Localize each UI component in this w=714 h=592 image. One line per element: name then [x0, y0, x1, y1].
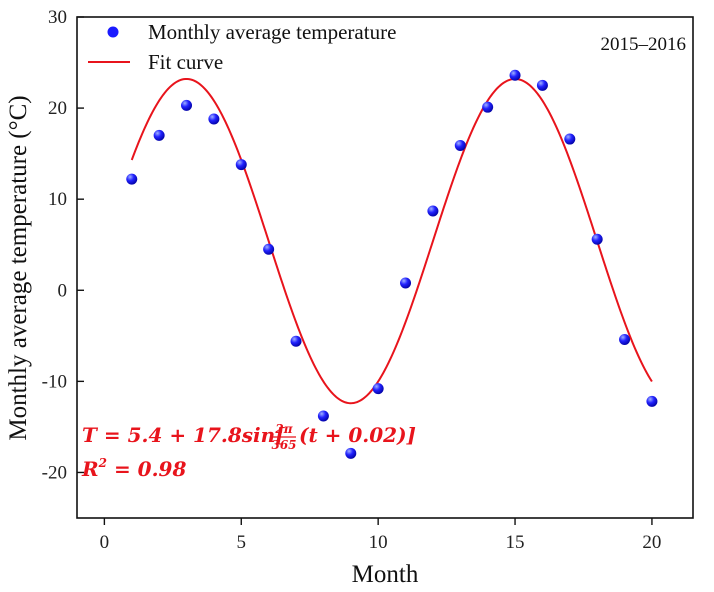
data-point [482, 101, 494, 113]
r-squared: R2 = 0.98 [81, 456, 186, 481]
equation-lhs: T = 5.4 + 17.8sin[ [82, 423, 285, 447]
data-point [591, 233, 603, 245]
y-tick-label: 30 [48, 7, 67, 28]
y-tick-label: 10 [48, 189, 67, 210]
legend-label-scatter: Monthly average temperature [148, 20, 396, 44]
data-point [400, 277, 412, 289]
data-point [619, 333, 631, 345]
data-point [536, 79, 548, 91]
data-point [345, 447, 357, 459]
data-point [646, 395, 658, 407]
y-tick-label: -10 [42, 371, 67, 392]
data-point [235, 159, 247, 171]
data-point [290, 335, 302, 347]
y-axis-label: Monthly average temperature (°C) [5, 95, 32, 440]
data-point [454, 139, 466, 151]
legend-label-fit: Fit curve [148, 50, 223, 74]
data-point [317, 410, 329, 422]
fit-curve-line [130, 77, 653, 405]
x-tick-label: 5 [237, 532, 247, 553]
x-tick-label: 20 [642, 532, 661, 553]
x-tick-label: 15 [506, 532, 525, 553]
svg-text:T = 5.4 + 17.8sin[: T = 5.4 + 17.8sin[ [82, 423, 285, 447]
r-squared-label: R [81, 457, 99, 481]
data-points [126, 69, 658, 459]
x-tick-label: 10 [369, 532, 388, 553]
equation-frac-den: 365 [271, 438, 296, 452]
r-squared-value: = 0.98 [107, 457, 186, 481]
fit-equation: T = 5.4 + 17.8sin[ 2π 365 (t + 0.02)] [82, 422, 416, 452]
data-point [208, 113, 220, 125]
equation-rhs: (t + 0.02)] [299, 423, 416, 447]
legend-scatter-marker [107, 26, 119, 38]
data-point [427, 205, 439, 217]
plot-frame [76, 16, 694, 519]
data-point [263, 243, 275, 255]
svg-text:R2 = 0.98: R2 = 0.98 [81, 456, 186, 481]
period-label: 2015–2016 [601, 34, 687, 55]
data-point [126, 173, 138, 185]
data-point [564, 133, 576, 145]
data-point [509, 69, 521, 81]
x-tick-label: 0 [100, 532, 110, 553]
x-axis-ticks: 0 5 10 15 20 [100, 518, 661, 553]
y-tick-label: -20 [42, 462, 67, 483]
data-point [372, 383, 384, 395]
y-tick-label: 20 [48, 98, 67, 119]
svg-text:(t + 0.02)]: (t + 0.02)] [299, 423, 416, 447]
x-axis-label: Month [352, 561, 419, 588]
legend: Monthly average temperature Fit curve [88, 20, 396, 74]
data-point [181, 99, 193, 111]
data-point [153, 129, 165, 141]
r-squared-exponent: 2 [98, 456, 107, 470]
y-tick-label: 0 [58, 280, 68, 301]
equation-frac-num: 2π [274, 422, 292, 436]
